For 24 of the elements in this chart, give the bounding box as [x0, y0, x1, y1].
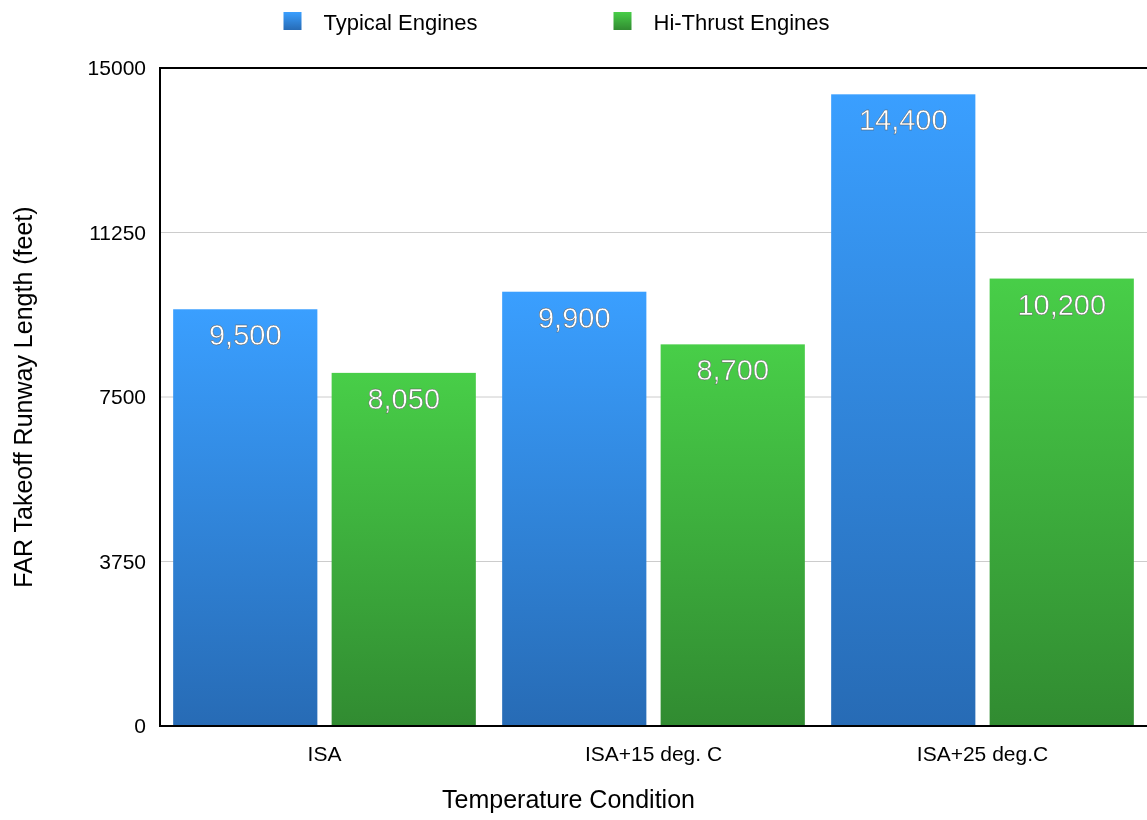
y-axis-title: FAR Takeoff Runway Length (feet) [9, 206, 37, 588]
y-tick-label: 0 [134, 714, 146, 738]
x-tick-label: ISA+15 deg. C [584, 742, 723, 765]
x-tick-label: ISA [307, 742, 342, 765]
data-label: 8,700 [696, 354, 770, 387]
bar [173, 309, 318, 726]
bar [502, 291, 647, 726]
bar [660, 344, 805, 726]
bar [831, 94, 976, 726]
bar [989, 278, 1134, 726]
y-tick-label: 7500 [99, 385, 146, 409]
x-axis-title: Temperature Condition [442, 785, 695, 813]
data-label: 8,050 [367, 382, 441, 415]
legend-label: Hi-Thrust Engines [653, 9, 830, 35]
bar [331, 372, 476, 726]
legend-label: Typical Engines [323, 9, 478, 35]
y-tick-label: 15000 [87, 56, 146, 80]
y-tick-label: 11250 [89, 220, 146, 244]
data-label: 14,400 [858, 104, 948, 137]
data-label: 10,200 [1017, 288, 1107, 321]
data-label: 9,500 [208, 319, 282, 352]
data-label: 9,900 [537, 301, 611, 334]
y-tick-label: 3750 [99, 549, 146, 573]
x-tick-label: ISA+25 deg.C [916, 742, 1049, 765]
